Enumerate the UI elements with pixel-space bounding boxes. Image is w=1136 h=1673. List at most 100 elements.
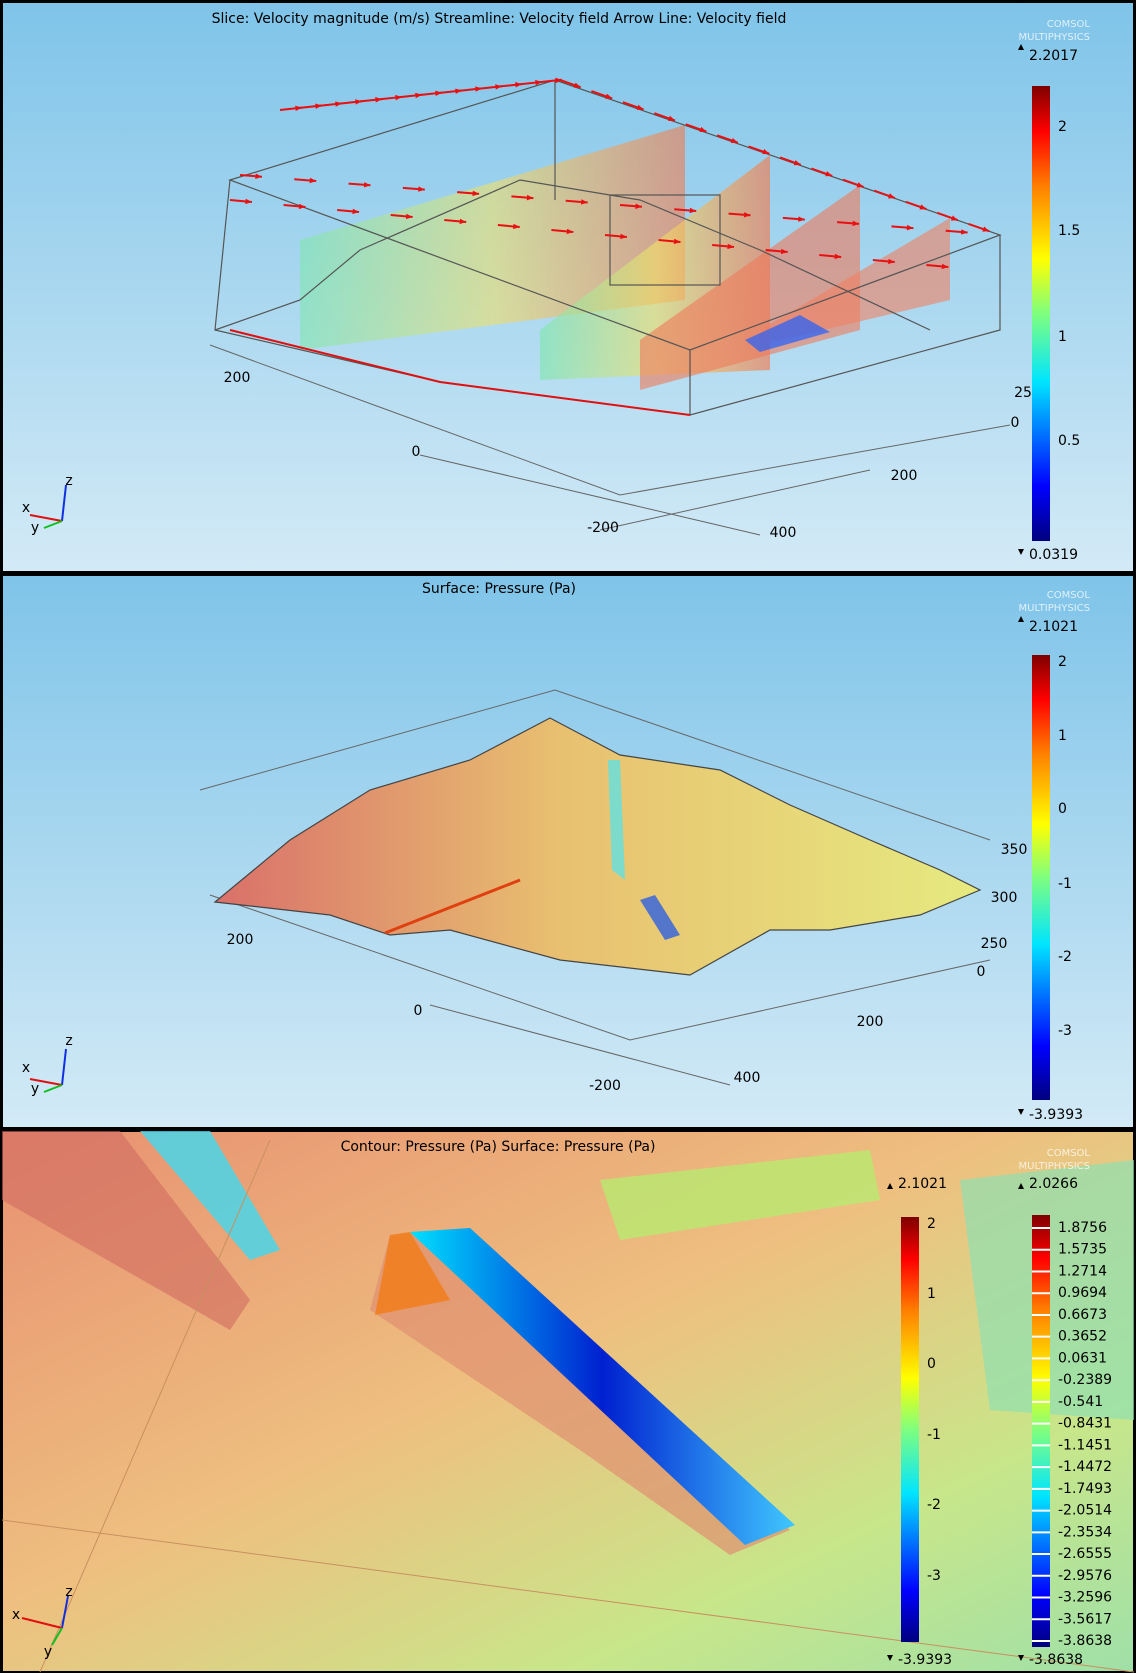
- arrow-head: [856, 182, 864, 188]
- colorbar-tick: 0.6673: [1058, 1307, 1107, 1323]
- colorbar-scale: [1032, 86, 1050, 541]
- arrow-head: [605, 93, 613, 99]
- triad-label: y: [31, 520, 39, 536]
- arrow-head: [298, 203, 306, 210]
- arrow-head: [355, 99, 362, 105]
- pressure-ridge-edge: [375, 1232, 450, 1315]
- axis-label: 200: [857, 1014, 884, 1030]
- colorbar: 2.1021 2 1 0 -1 -2 -3 -3.9393: [1018, 616, 1083, 1123]
- arrow-head: [405, 213, 413, 220]
- colorbar-tick: 1: [927, 1286, 936, 1302]
- colorbar-tick: -0.8431: [1058, 1416, 1112, 1432]
- colorbar-tick: -1.1451: [1058, 1437, 1112, 1453]
- colorbar-tick: -1.4472: [1058, 1459, 1112, 1475]
- arrow-head: [418, 186, 425, 192]
- arrow-head: [834, 253, 842, 260]
- slice: [760, 218, 950, 345]
- arrow-head: [435, 90, 442, 97]
- terrain-surface: [213, 717, 982, 976]
- colorbar-tick: -2.6555: [1058, 1546, 1112, 1562]
- colorbar-min: -3.8638: [1029, 1652, 1083, 1668]
- colorbar-scale: [1032, 1215, 1050, 1647]
- arrow-head: [513, 223, 520, 230]
- axis-label: 200: [224, 370, 251, 386]
- surface-patch: [140, 1131, 280, 1260]
- axis-label: 200: [891, 468, 918, 484]
- colorbar-tick: 2: [927, 1216, 936, 1232]
- arrow-head: [689, 207, 697, 214]
- colorbar-tick: 1.2714: [1058, 1263, 1107, 1279]
- arrow-head: [888, 193, 896, 199]
- terrain-edge: [214, 179, 931, 331]
- logo: MULTIPHYSICS: [1019, 1161, 1090, 1172]
- arrow-head: [515, 82, 522, 88]
- colorbar-max: 2.0266: [1029, 1176, 1078, 1192]
- triad-label: z: [65, 1584, 72, 1600]
- colorbar-tick: 0: [927, 1356, 936, 1372]
- geometry: Slice: Velocity magnitude (m/s) Streamli…: [209, 11, 1090, 541]
- panel-title: Slice: Velocity magnitude (m/s) Streamli…: [212, 11, 787, 27]
- colorbar-tick: 2: [1058, 654, 1067, 670]
- triad-label: x: [22, 500, 30, 516]
- axis-label: -200: [589, 1078, 621, 1094]
- colorbar-tick: -2: [1058, 949, 1072, 965]
- arrow-head: [730, 137, 738, 144]
- axis-label: 400: [734, 1070, 761, 1086]
- colorbar-tick: 2: [1058, 119, 1067, 135]
- panel-title: Contour: Pressure (Pa) Surface: Pressure…: [341, 1139, 656, 1155]
- max-marker: [1018, 1183, 1024, 1189]
- axis-label: 350: [1001, 842, 1028, 858]
- colorbar: 2.1021 2 1 0 -1 -2 -3 -3.9393: [887, 1176, 952, 1668]
- pressure-ridge: [410, 1228, 795, 1545]
- colorbar-tick: -0.2389: [1058, 1372, 1112, 1388]
- arrow-head: [727, 243, 735, 250]
- triad-y: [43, 520, 63, 529]
- colorbar-tick: -2.9576: [1058, 1568, 1112, 1584]
- arrow-head: [762, 149, 770, 155]
- axis-label: 200: [227, 932, 254, 948]
- axis-label: 250: [981, 936, 1008, 952]
- ridge: [384, 878, 521, 935]
- axis-label: 0: [412, 444, 421, 460]
- logo: MULTIPHYSICS: [1019, 603, 1090, 614]
- building-face: [608, 760, 625, 880]
- min-marker: [1018, 549, 1024, 555]
- arrow-head: [352, 208, 360, 215]
- colorbar-tick: -3: [1058, 1023, 1072, 1039]
- axis-triad: x y z: [22, 473, 73, 536]
- colorbar-tick: -3.8638: [1058, 1633, 1112, 1649]
- axis-line: [419, 454, 761, 536]
- colorbar-tick: 1.5: [1058, 223, 1080, 239]
- axis-triad: x y z: [22, 1033, 73, 1097]
- colorbar-tick: -1: [1058, 876, 1072, 892]
- contour-colorbar: 2.0266 -3.8638 1.8756 1.5735 1.2714 0.9694 0…: [1018, 1176, 1112, 1668]
- colorbar-tick: 0.9694: [1058, 1285, 1107, 1301]
- max-marker: [1018, 44, 1024, 50]
- axis-label: -200: [587, 520, 619, 536]
- triad-label: z: [65, 1033, 72, 1049]
- min-marker: [887, 1655, 893, 1661]
- arrow-head: [852, 220, 860, 227]
- arrow-head: [743, 212, 751, 218]
- axis-label: 0: [1011, 415, 1020, 431]
- triad-z: [61, 484, 67, 522]
- arrow-head: [335, 101, 342, 107]
- colorbar-tick: -3.2596: [1058, 1590, 1112, 1606]
- colorbar-max: 2.1021: [898, 1176, 947, 1192]
- colorbar-tick: 0: [1058, 801, 1067, 817]
- logo: MULTIPHYSICS: [1019, 32, 1090, 43]
- arrow-head: [395, 94, 402, 101]
- triad-z: [61, 1048, 67, 1086]
- building: [609, 194, 721, 286]
- arrow-head: [982, 226, 990, 232]
- colorbar-tick: 0.5: [1058, 433, 1080, 449]
- colorbar-tick: 1.8756: [1058, 1220, 1107, 1236]
- axis-line: [209, 894, 991, 1041]
- axis-line: [429, 1004, 731, 1086]
- velocity-arrows: [229, 77, 990, 270]
- arrow-head: [375, 97, 382, 103]
- max-marker: [887, 1183, 893, 1189]
- colorbar-min: -3.9393: [898, 1652, 952, 1668]
- arrow-head: [950, 215, 958, 221]
- arrow-head: [573, 82, 581, 88]
